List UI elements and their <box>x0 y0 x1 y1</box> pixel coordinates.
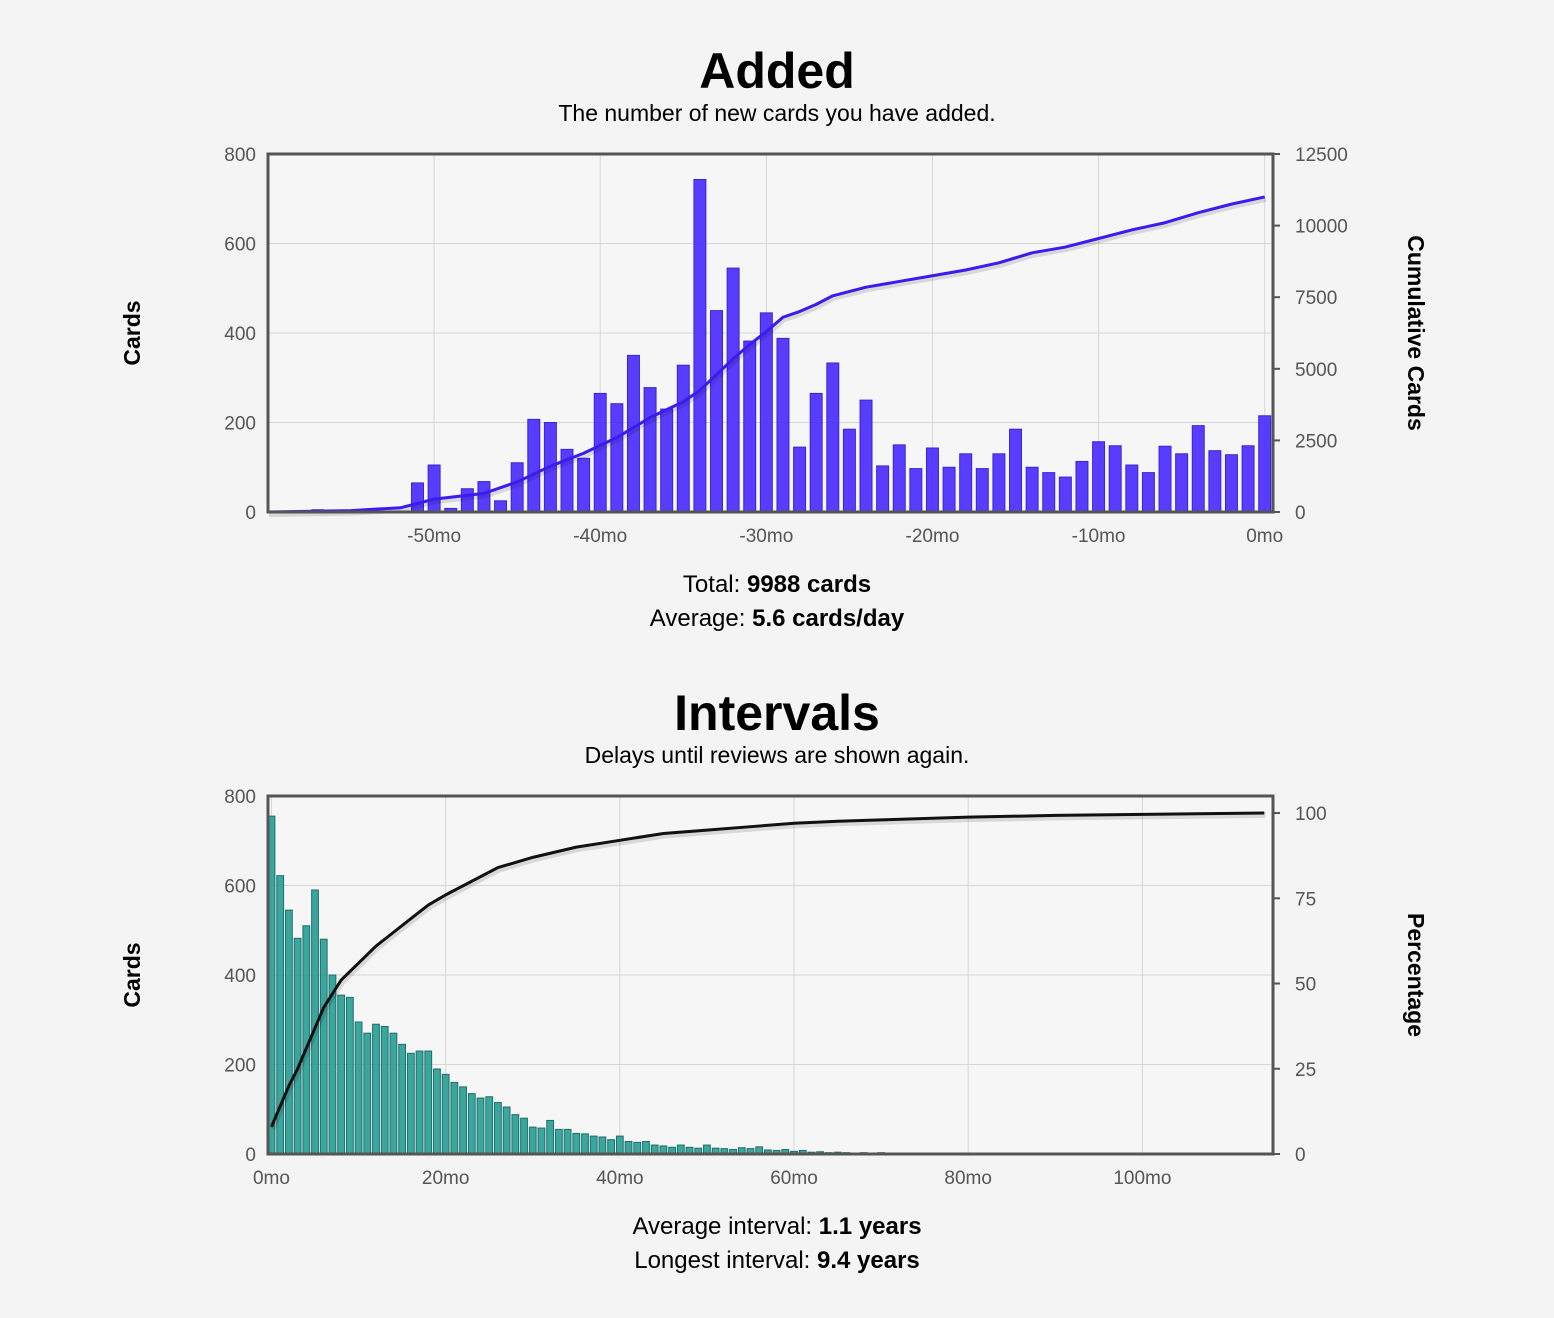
plot-frame <box>266 794 1275 1156</box>
bar <box>633 1141 642 1155</box>
y2-tick-label: 75 <box>1295 889 1316 910</box>
x-tick-label: 20mo <box>422 1168 470 1189</box>
bar <box>285 909 293 1155</box>
y-axis-label: Cards <box>119 300 145 365</box>
bar <box>293 937 302 1155</box>
y2-tick-label: 100 <box>1295 804 1327 825</box>
y-axis-label: Cards <box>119 942 145 1007</box>
added-average: Average: 5.6 cards/day <box>649 605 905 632</box>
bar <box>598 1136 607 1155</box>
intervals-average: Average interval: 1.1 years <box>632 1213 922 1240</box>
intervals-subtitle: Delays until reviews are shown again. <box>584 742 970 768</box>
intervals-stats: Average interval: 1.1 years Longest inte… <box>0 1210 1554 1278</box>
bar <box>572 1132 581 1155</box>
y-tick-label: 400 <box>224 966 256 987</box>
bar <box>528 1126 537 1155</box>
bar <box>642 1140 650 1155</box>
bar <box>494 1102 502 1155</box>
y-tick-label: 800 <box>224 787 256 808</box>
bar <box>467 1093 476 1155</box>
intervals-chart: 0mo 20mo 40mo 60mo 80mo 100mo 0 200 400 600 800 0 25… <box>119 787 1429 1189</box>
x-tick-label: -40mo <box>573 526 627 547</box>
bar <box>345 996 354 1155</box>
intervals-title: Intervals <box>674 685 880 741</box>
x-tick-label: 80mo <box>944 1168 992 1189</box>
bar <box>389 1032 398 1155</box>
cumulative-line <box>270 811 1265 1128</box>
intervals-longest: Longest interval: 9.4 years <box>634 1247 920 1274</box>
bar <box>354 1021 363 1155</box>
bar <box>406 1052 415 1155</box>
bar <box>624 1140 633 1155</box>
bar <box>563 1128 572 1155</box>
x-tick-label: -20mo <box>906 526 960 547</box>
y2-tick-label: 10000 <box>1295 217 1348 238</box>
bar <box>485 1096 494 1155</box>
line-shadow <box>269 812 1266 1130</box>
x-tick-label: 60mo <box>770 1168 818 1189</box>
y-tick-label: 200 <box>224 1056 256 1077</box>
y2-tick-label: 5000 <box>1295 360 1337 381</box>
bar <box>607 1139 616 1155</box>
bar <box>554 1128 563 1155</box>
cumulative-line <box>267 195 1266 514</box>
y2-tick-label: 2500 <box>1295 431 1337 452</box>
bar <box>433 1068 441 1155</box>
y2-tick-label: 12500 <box>1295 145 1348 166</box>
y-tick-label: 0 <box>245 503 256 524</box>
x-tick-label: 40mo <box>596 1168 644 1189</box>
bar <box>589 1135 598 1155</box>
y-tick-label: 0 <box>245 1145 256 1166</box>
bar <box>520 1117 528 1155</box>
x-tick-label: 100mo <box>1113 1168 1171 1189</box>
y2-tick-label: 25 <box>1295 1060 1316 1081</box>
bar <box>363 1032 372 1155</box>
bar <box>537 1127 546 1155</box>
bar <box>337 994 346 1155</box>
bar <box>380 1025 389 1155</box>
bar <box>415 1050 424 1155</box>
bar <box>615 1135 624 1155</box>
bar <box>581 1133 589 1155</box>
added-chart: -50mo -40mo -30mo -20mo -10mo 0mo 0 200 400 600 80… <box>119 145 1429 547</box>
x-tick-label: -50mo <box>407 526 461 547</box>
x-tick-label: -10mo <box>1072 526 1126 547</box>
bar <box>450 1081 459 1155</box>
bar <box>546 1119 555 1155</box>
bar <box>476 1097 485 1155</box>
y-tick-label: 600 <box>224 877 256 898</box>
y2-tick-label: 0 <box>1295 503 1306 524</box>
x-tick-label: -30mo <box>739 526 793 547</box>
bar <box>459 1086 467 1155</box>
x-tick-label: 0mo <box>253 1168 290 1189</box>
y2-axis-label: Percentage <box>1403 913 1429 1037</box>
y2-tick-label: 7500 <box>1295 288 1337 309</box>
bar <box>372 1023 380 1155</box>
x-tick-label: 0mo <box>1246 526 1283 547</box>
line-shadow <box>268 196 1267 517</box>
y-tick-label: 600 <box>224 235 256 256</box>
y2-axis-label: Cumulative Cards <box>1403 235 1429 431</box>
bar <box>424 1050 433 1155</box>
plot-frame <box>266 152 1275 514</box>
added-title: Added <box>699 43 855 99</box>
y-tick-label: 400 <box>224 324 256 345</box>
added-subtitle: The number of new cards you have added. <box>558 100 996 126</box>
y2-tick-label: 50 <box>1295 975 1316 996</box>
added-total: Total: 9988 cards <box>682 571 872 598</box>
y-tick-label: 200 <box>224 414 256 435</box>
bar <box>441 1073 450 1155</box>
bar <box>511 1114 520 1155</box>
bar <box>398 1043 407 1155</box>
added-stats: Total: 9988 cards Average: 5.6 cards/day <box>0 568 1554 636</box>
bar <box>502 1106 511 1155</box>
bar <box>319 938 328 1155</box>
y-tick-label: 800 <box>224 145 256 166</box>
y2-tick-label: 0 <box>1295 1145 1306 1166</box>
